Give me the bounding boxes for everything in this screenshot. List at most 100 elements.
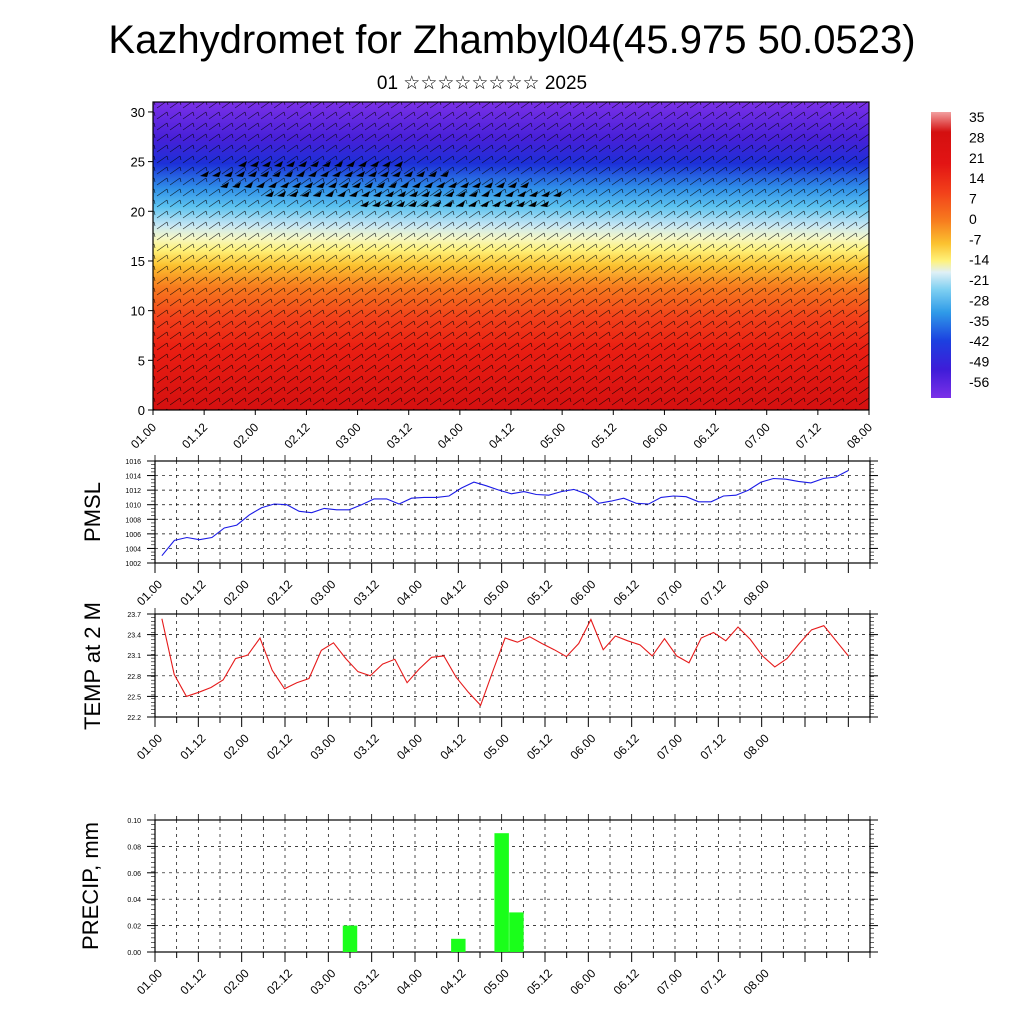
wind-barb: [360, 201, 369, 207]
x-tick-label: 05.12: [524, 731, 555, 762]
wind-barb: [480, 201, 489, 207]
wind-barb: [433, 191, 442, 197]
heatmap-x-tick-label: 04.00: [435, 420, 466, 451]
y-tick-label: 1016: [125, 459, 141, 466]
colorbar-label: 28: [969, 129, 985, 145]
wind-barb: [250, 161, 259, 167]
wind-barb: [296, 171, 305, 177]
y-tick-label: 1010: [125, 503, 141, 510]
x-tick-label: 04.00: [394, 731, 425, 762]
y-tick-label: 23.1: [127, 653, 141, 660]
wind-barb: [364, 182, 373, 188]
x-tick-label: 05.12: [524, 966, 555, 997]
wind-barb: [409, 191, 418, 197]
x-tick-label: 06.00: [567, 966, 598, 997]
wind-barb: [200, 171, 209, 177]
wind-barb: [457, 191, 466, 197]
x-tick-label: 01.00: [134, 731, 165, 762]
temperature-panel: 22.2 22.5 22.8 23.1 23.4 23.7 01.00 01.12 02.00 0…: [80, 602, 878, 762]
y-tick-label: 1012: [125, 488, 141, 495]
x-tick-label: 06.00: [567, 731, 598, 762]
wind-barb: [301, 191, 310, 197]
wind-barb: [520, 182, 529, 188]
x-tick-label: 02.12: [264, 966, 295, 997]
x-tick-label: 06.00: [567, 577, 598, 608]
panel-frame: [154, 613, 871, 718]
wind-barb: [380, 171, 389, 177]
wind-barb: [332, 171, 341, 177]
heatmap-y-tick-label: 25: [131, 155, 145, 170]
wind-barb: [340, 182, 349, 188]
colorbar-ramp: [931, 112, 951, 398]
wind-barb: [304, 182, 313, 188]
wind-barb: [412, 182, 421, 188]
x-tick-label: 02.12: [264, 577, 295, 608]
wind-barb: [256, 182, 265, 188]
colorbar-label: -35: [969, 313, 989, 329]
wind-barb: [308, 171, 317, 177]
x-tick-label: 04.12: [437, 731, 468, 762]
wind-barb: [292, 182, 301, 188]
x-tick-label: 02.00: [221, 966, 252, 997]
colorbar-label: -49: [969, 354, 989, 370]
wind-barb: [372, 201, 381, 207]
x-tick-label: 07.00: [654, 731, 685, 762]
x-tick-label: 07.00: [654, 577, 685, 608]
colorbar-label: 21: [969, 150, 985, 166]
wind-barb: [496, 182, 505, 188]
wind-barb: [388, 182, 397, 188]
wind-barb: [368, 171, 377, 177]
x-tick-label: 03.00: [307, 577, 338, 608]
wind-barb: [540, 201, 549, 207]
wind-barb: [553, 191, 562, 197]
wind-barb: [337, 191, 346, 197]
wind-barb: [420, 201, 429, 207]
wind-barb: [274, 161, 283, 167]
wind-barb: [456, 201, 465, 207]
y-tick-label: 0.02: [127, 924, 141, 931]
x-tick-label: 05.00: [481, 966, 512, 997]
wind-barb: [396, 201, 405, 207]
wind-barb: [320, 171, 329, 177]
wind-barb: [262, 161, 271, 167]
x-tick-label: 04.00: [394, 966, 425, 997]
x-tick-label: 01.12: [177, 731, 208, 762]
wind-barb: [416, 171, 425, 177]
page-subtitle: 01 ☆☆☆☆☆☆☆☆ 2025: [376, 73, 588, 94]
wind-barb: [268, 182, 277, 188]
precip-bar: [509, 912, 524, 952]
heatmap-x-tick-label: 03.12: [384, 420, 415, 451]
x-tick-label: 08.00: [741, 966, 772, 997]
wind-barb: [424, 182, 433, 188]
heatmap-x-tick-label: 06.12: [691, 420, 722, 451]
wind-barb: [528, 201, 537, 207]
panel-frame: [154, 460, 871, 564]
wind-barb: [408, 201, 417, 207]
wind-barb: [260, 171, 269, 177]
wind-barb: [448, 182, 457, 188]
x-tick-label: 04.12: [437, 966, 468, 997]
wind-barb: [392, 171, 401, 177]
wind-barb: [508, 182, 517, 188]
wind-barb: [334, 161, 343, 167]
wind-barb: [236, 171, 245, 177]
precip-bar: [451, 938, 466, 952]
y-tick-label: 23.4: [127, 633, 141, 640]
y-axis-label: PRECIP, mm: [78, 822, 103, 950]
wind-barb: [394, 161, 403, 167]
wind-barb: [484, 182, 493, 188]
y-tick-label: 22.8: [127, 674, 141, 681]
page-title: Kazhydromet for Zhambyl04(45.975 50.0523…: [108, 18, 916, 62]
x-tick-label: 04.00: [394, 577, 425, 608]
wind-barb: [436, 182, 445, 188]
y-axis-label: PMSL: [80, 482, 105, 542]
wind-barb: [384, 201, 393, 207]
precipitation-panel: 0.00 0.02 0.04 0.06 0.08 0.10 01.00 01.12 02.00 0…: [78, 814, 878, 997]
wind-barb: [286, 161, 295, 167]
wind-barb: [220, 182, 229, 188]
wind-barb: [322, 161, 331, 167]
x-tick-label: 04.12: [437, 577, 468, 608]
wind-barb: [428, 171, 437, 177]
wind-barb: [361, 191, 370, 197]
